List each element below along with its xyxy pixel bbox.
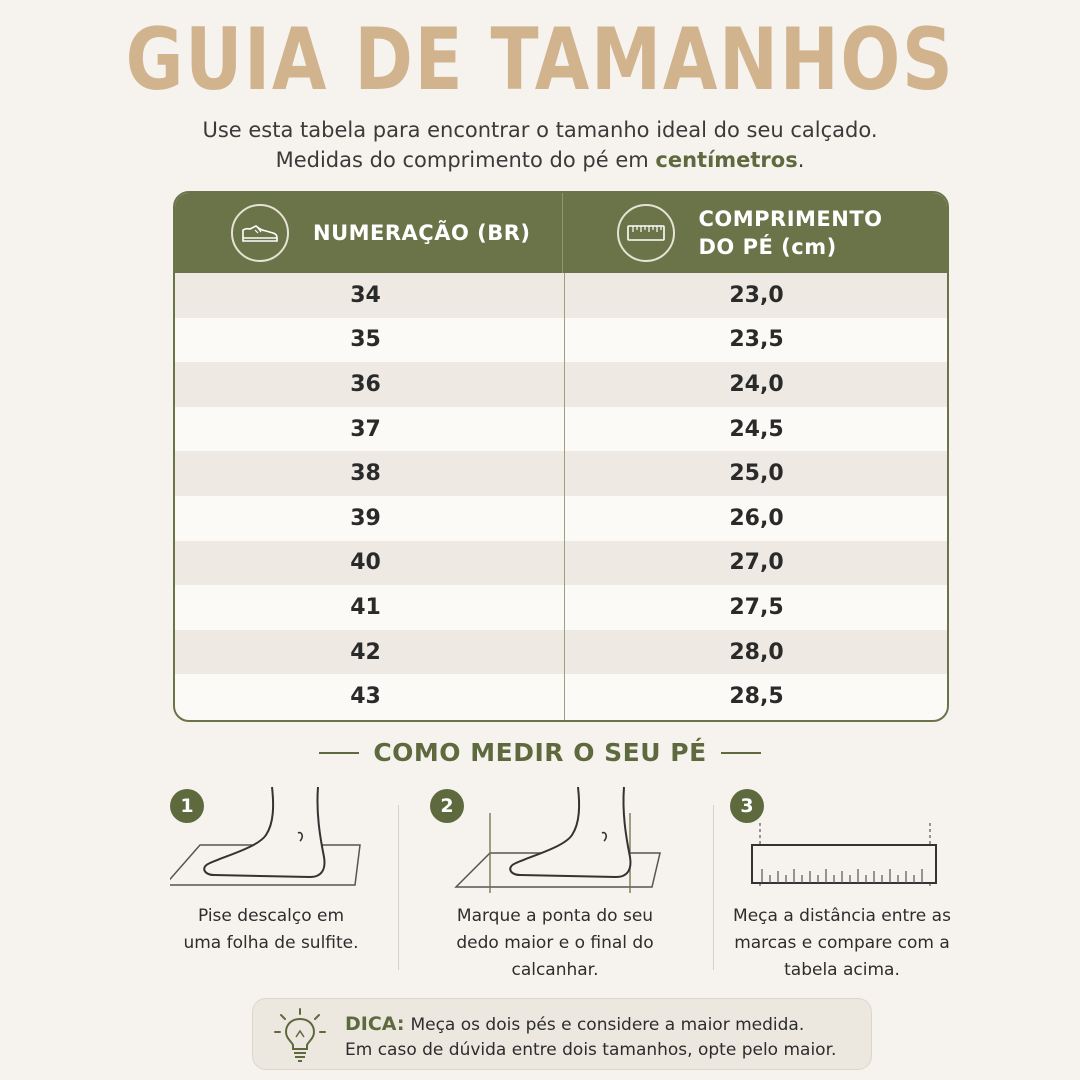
ruler-measure-icon — [751, 823, 937, 887]
step-1-line-1: Pise descalço em — [197, 906, 345, 926]
foot-on-paper-icon — [170, 786, 361, 886]
subtitle-prefix: Medidas do comprimento do pé em — [275, 148, 656, 172]
table-row: 35 23,5 — [175, 318, 947, 363]
ruler-icon — [616, 204, 675, 262]
table-row: 36 24,0 — [175, 362, 947, 407]
length-cell: 26,0 — [729, 505, 784, 531]
size-cell: 35 — [350, 327, 381, 353]
table-row: 40 27,0 — [175, 540, 947, 586]
table-row: 41 27,5 — [175, 585, 947, 630]
size-cell: 43 — [350, 684, 381, 710]
step-1-line-2: uma folha de sulfite. — [183, 933, 359, 953]
table-row: 37 24,5 — [175, 407, 947, 452]
tip-line-1: DICA: Meça os dois pés e considere a maio… — [345, 1013, 804, 1035]
length-cell: 23,0 — [729, 282, 784, 308]
subtitle-emphasis: centímetros — [655, 148, 798, 172]
header-length-line-1: COMPRIMENTO — [698, 207, 883, 231]
subtitle-line-2: Medidas do comprimento do pé em centímet… — [0, 148, 1080, 172]
tip-line-2: Em caso de dúvida entre dois tamanhos, o… — [345, 1040, 837, 1060]
length-cell: 28,0 — [729, 639, 784, 665]
size-cell: 42 — [350, 639, 381, 665]
size-table: NUMERAÇÃO (BR) COMPRIMENTO DO PÉ (cm) 34… — [173, 191, 949, 722]
how-to-title: COMO MEDIR O SEU PÉ — [0, 738, 1080, 767]
size-cell: 40 — [350, 550, 381, 576]
header-length-line-2: DO PÉ (cm) — [698, 235, 837, 259]
table-row: 34 23,0 — [175, 273, 947, 318]
foot-marking-icon — [454, 786, 661, 893]
step-3-number: 3 — [730, 789, 764, 823]
page-title: GUIA DE TAMANHOS — [125, 10, 955, 110]
step-2-number: 2 — [430, 789, 464, 823]
size-cell: 36 — [350, 371, 381, 397]
tip-box: DICA: Meça os dois pés e considere a maio… — [252, 998, 872, 1070]
column-divider — [564, 273, 565, 720]
sneaker-icon — [231, 204, 289, 262]
length-cell: 27,0 — [729, 550, 784, 576]
header-length: COMPRIMENTO DO PÉ (cm) — [561, 193, 948, 273]
tip-label: DICA: — [345, 1013, 405, 1035]
table-header: NUMERAÇÃO (BR) COMPRIMENTO DO PÉ (cm) — [175, 193, 947, 273]
step-2-line-1: Marque a ponta do seu — [456, 906, 654, 926]
header-size-label: NUMERAÇÃO (BR) — [313, 221, 531, 245]
length-cell: 23,5 — [729, 327, 784, 353]
size-cell: 34 — [350, 282, 381, 308]
table-row: 38 25,0 — [175, 451, 947, 496]
step-1-caption: Pise descalço em uma folha de sulfite. — [146, 903, 396, 957]
subtitle-line-1: Use esta tabela para encontrar o tamanho… — [202, 118, 878, 142]
size-cell: 38 — [350, 461, 381, 487]
subtitle-suffix: . — [797, 148, 805, 172]
how-to-title-text: COMO MEDIR O SEU PÉ — [373, 738, 707, 767]
step-1-number: 1 — [170, 789, 204, 823]
step-2-line-2: dedo maior e o final do — [456, 933, 654, 953]
tip-text-1: Meça os dois pés e considere a maior med… — [410, 1015, 805, 1035]
step-divider-2 — [713, 805, 714, 970]
size-cell: 37 — [350, 416, 381, 442]
size-cell: 41 — [350, 594, 381, 620]
step-2-caption: Marque a ponta do seu dedo maior e o fin… — [430, 903, 680, 984]
step-3-line-3: tabela acima. — [784, 960, 900, 980]
title-dash-left — [319, 751, 360, 754]
length-cell: 24,5 — [729, 416, 784, 442]
length-cell: 27,5 — [729, 594, 784, 620]
table-row: 43 28,5 — [175, 674, 947, 719]
table-body: 34 23,0 35 23,5 36 24,0 37 24,5 38 25,0 39 26,0 40 27… — [175, 273, 947, 720]
lightbulb-icon — [274, 1008, 326, 1062]
length-cell: 28,5 — [729, 684, 784, 710]
size-cell: 39 — [350, 505, 381, 531]
step-2-line-3: calcanhar. — [511, 960, 599, 980]
length-cell: 25,0 — [729, 461, 784, 487]
step-3-line-1: Meça a distância entre as — [733, 906, 951, 926]
length-cell: 24,0 — [729, 371, 784, 397]
step-3-caption: Meça a distância entre as marcas e compa… — [717, 903, 967, 984]
header-size: NUMERAÇÃO (BR) — [175, 193, 562, 273]
title-dash-right — [720, 751, 761, 754]
step-divider-1 — [398, 805, 399, 970]
table-row: 39 26,0 — [175, 496, 947, 541]
header-length-label: COMPRIMENTO DO PÉ (cm) — [699, 205, 883, 261]
table-row: 42 28,0 — [175, 629, 947, 675]
step-3-line-2: marcas e compare com a — [734, 933, 950, 953]
